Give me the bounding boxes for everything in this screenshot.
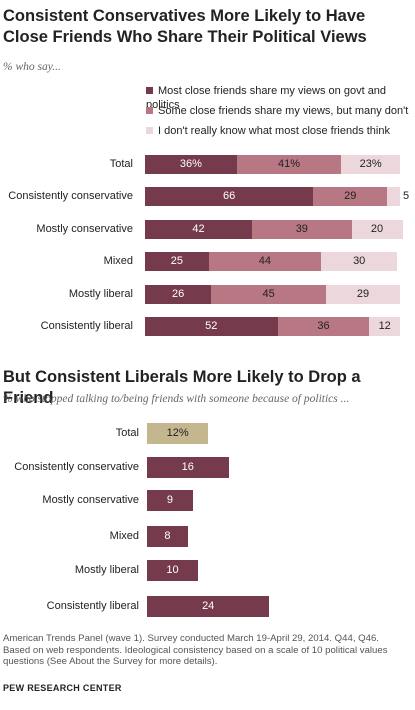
chart1-bar-segment: 26: [145, 285, 212, 304]
chart2-value-label: 8: [164, 530, 171, 542]
chart1-value-label: 41%: [278, 158, 301, 170]
chart1-value-label: 52: [205, 320, 218, 332]
chart1-bar-segment: 23%: [341, 155, 400, 174]
chart1-category-label: Mixed: [103, 255, 133, 267]
chart1-subtitle: % who say...: [3, 61, 61, 73]
chart1-category-label: Consistently conservative: [8, 190, 133, 202]
chart2-value-label: 10: [166, 564, 179, 576]
source-credit: PEW RESEARCH CENTER: [3, 683, 122, 693]
chart1-category-label: Consistently liberal: [40, 320, 133, 332]
chart1-bar-segment: 45: [211, 285, 327, 304]
chart1-value-label: 30: [353, 255, 366, 267]
chart2-category-label: Total: [115, 427, 139, 439]
chart1-value-label: 45: [262, 288, 275, 300]
chart2-title: But Consistent Liberals More Likely to D…: [3, 368, 361, 407]
chart1-title: Consistent Conservatives More Likely to …: [3, 6, 367, 48]
chart2-category-label: Consistently conservative: [14, 461, 139, 473]
chart2-value-label: 9: [166, 494, 173, 506]
chart2-bar: 16: [147, 457, 229, 478]
chart1-bar-segment: 41%: [236, 155, 342, 174]
notes: American Trends Panel (wave 1). Survey c…: [3, 633, 413, 668]
chart2-category-label: Consistently liberal: [46, 600, 139, 612]
chart1-title-line2: Close Friends Who Share Their Political …: [3, 28, 367, 46]
chart1-category-label: Mostly conservative: [36, 223, 133, 235]
chart1-bar-segment: 44: [208, 252, 321, 271]
legend-label-most: Most close friends share my views on gov…: [146, 85, 387, 111]
chart1-category-label: Mostly liberal: [68, 288, 133, 300]
legend-swatch-dontknow: [146, 127, 153, 134]
chart1-value-label: 42: [192, 223, 205, 235]
chart2-bar: 12%: [147, 423, 209, 444]
chart2-bar: 9: [147, 490, 193, 511]
legend-item-dontknow: I don't really know what most close frie…: [146, 124, 390, 138]
chart2-category-label: Mixed: [109, 530, 139, 542]
chart1-value-label: 29: [356, 288, 370, 300]
chart1-bar-segment: 25: [145, 252, 209, 271]
note-line: American Trends Panel (wave 1). Survey c…: [3, 633, 379, 644]
chart2-category-label: Mostly liberal: [74, 564, 139, 576]
chart1-value-label: 44: [258, 255, 271, 267]
chart1-bar-segment: 20: [351, 220, 403, 239]
chart1-bar-segment: 29: [313, 187, 388, 206]
chart1-value-label: 36%: [179, 158, 202, 170]
chart2-category-label: Mostly conservative: [42, 494, 139, 506]
chart1-value-label: 36: [317, 320, 330, 332]
chart1-value-label: 5: [403, 190, 410, 202]
chart1-bar-segment: 12: [369, 317, 400, 336]
chart2-bar: 24: [147, 596, 270, 617]
chart1-bar-segment: 30: [320, 252, 398, 271]
legend-label-some: Some close friends share my views, but m…: [158, 105, 409, 117]
chart1-value-label: 26: [172, 288, 185, 300]
note-line: questions (See About the Survey for more…: [3, 656, 218, 667]
chart1-bar-segment: 29: [326, 285, 400, 304]
chart1-bar-segment: 39: [252, 220, 352, 239]
legend-swatch-most: [146, 87, 153, 94]
chart1-bar-segment: 36%: [145, 155, 237, 174]
legend-label-dontknow: I don't really know what most close frie…: [158, 125, 390, 137]
chart1-bar-segment: 52: [145, 317, 278, 336]
chart1-title-line1: Consistent Conservatives More Likely to …: [3, 7, 366, 25]
chart1-bar-segment: 66: [145, 187, 314, 206]
chart1-value-label: 25: [170, 255, 183, 267]
legend-item-some: Some close friends share my views, but m…: [146, 104, 408, 118]
chart2-bar: 8: [147, 526, 188, 547]
chart1-value-label: 23%: [359, 158, 382, 170]
chart1-value-label: 29: [344, 190, 357, 202]
chart2-bar: 10: [147, 560, 198, 581]
chart2-value-label: 16: [181, 461, 194, 473]
chart1-value-label: 20: [370, 223, 384, 235]
chart1-bar-segment: 36: [277, 317, 370, 336]
chart1-bar-segment: 5: [387, 187, 409, 206]
chart2-value-label: 12%: [166, 427, 189, 439]
chart1-bar-segment: 42: [145, 220, 253, 239]
chart2-value-label: 24: [202, 600, 215, 612]
note-line: Based on web respondents. Ideological co…: [3, 644, 388, 656]
chart1-category-label: Total: [109, 158, 133, 170]
legend-swatch-some: [146, 107, 153, 114]
chart1-value-label: 12: [378, 320, 391, 332]
legend-item-most: Most close friends share my views on gov…: [146, 84, 415, 111]
chart1-value-label: 66: [223, 190, 236, 202]
chart2-subtitle: % who stopped talking to/being friends w…: [3, 393, 350, 405]
chart1-value-label: 39: [295, 223, 308, 235]
